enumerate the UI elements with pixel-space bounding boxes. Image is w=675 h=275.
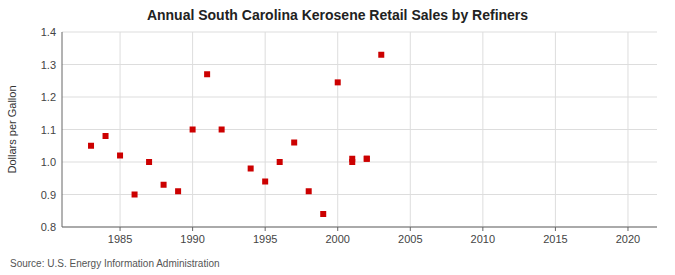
tick-mark — [555, 227, 556, 231]
tick-label: 1985 — [108, 233, 132, 245]
tick-label: 1.2 — [41, 91, 56, 103]
tick-label: 0.9 — [41, 189, 56, 201]
point — [117, 153, 123, 159]
tick-mark — [265, 227, 266, 231]
point — [277, 159, 283, 165]
tick-label: 0.8 — [41, 221, 56, 233]
chart-svg: Annual South Carolina Kerosene Retail Sa… — [0, 0, 675, 275]
tick-label: 2000 — [325, 233, 349, 245]
point — [103, 133, 109, 139]
tick-label: 2005 — [398, 233, 422, 245]
x-axis-line — [62, 227, 657, 228]
point — [291, 140, 297, 146]
point — [320, 211, 326, 217]
tick-label: 2010 — [471, 233, 495, 245]
grid-line — [62, 129, 657, 130]
tick-label: 1.0 — [41, 156, 56, 168]
grid-line — [627, 32, 628, 227]
tick-label: 1990 — [180, 233, 204, 245]
tick-label: 2020 — [616, 233, 640, 245]
tick-label: 1995 — [253, 233, 277, 245]
tick-mark — [627, 227, 628, 231]
grid-line — [265, 32, 266, 227]
point — [306, 188, 312, 194]
source-note: Source: U.S. Energy Information Administ… — [10, 258, 220, 269]
tick-label: 1.4 — [41, 26, 56, 38]
point — [262, 179, 268, 185]
tick-label: 2015 — [543, 233, 567, 245]
point — [364, 156, 370, 162]
tick-mark — [410, 227, 411, 231]
point — [204, 71, 210, 77]
title: Annual South Carolina Kerosene Retail Sa… — [147, 7, 528, 23]
point — [364, 156, 370, 162]
point — [175, 188, 181, 194]
tick-mark — [120, 227, 121, 231]
point — [88, 143, 94, 149]
grid-line — [62, 64, 657, 65]
point — [219, 127, 225, 133]
tick-mark — [337, 227, 338, 231]
tick-label: 1.1 — [41, 124, 56, 136]
tick-label: 1.3 — [41, 59, 56, 71]
point — [190, 127, 196, 133]
grid-line — [62, 97, 657, 98]
point — [248, 166, 254, 172]
grid-line — [410, 32, 411, 227]
grid-line — [62, 194, 657, 195]
point — [132, 192, 138, 198]
point — [335, 79, 341, 85]
points — [88, 52, 384, 217]
chart-container: Annual South Carolina Kerosene Retail Sa… — [0, 0, 675, 275]
grid-line — [555, 32, 556, 227]
tick-mark — [192, 227, 193, 231]
grid-line — [120, 32, 121, 227]
point — [378, 52, 384, 58]
tick-mark — [482, 227, 483, 231]
grid-line — [337, 32, 338, 227]
y-axis-label: Dollars per Gallon — [6, 85, 18, 173]
y-axis-line — [62, 32, 63, 227]
point — [146, 159, 152, 165]
grid-line — [482, 32, 483, 227]
grid-line — [62, 32, 657, 33]
point — [161, 182, 167, 188]
grid-line — [62, 227, 657, 228]
point — [349, 159, 355, 165]
